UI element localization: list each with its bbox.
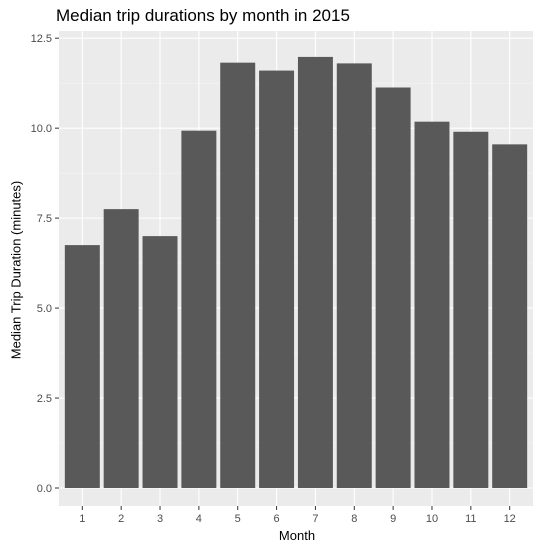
bar <box>220 62 256 489</box>
y-axis: 0.0 2.5 5.0 7.5 10.0 12.5 <box>31 33 59 495</box>
y-tick-label: 0.0 <box>37 483 52 495</box>
x-tick-label: 1 <box>79 513 85 525</box>
y-tick-label: 2.5 <box>37 393 52 405</box>
bar <box>375 87 411 489</box>
bar <box>297 56 333 489</box>
x-tick-label: 6 <box>274 513 280 525</box>
bar <box>142 236 178 489</box>
x-tick-label: 2 <box>118 513 124 525</box>
x-axis: 1 2 3 4 5 6 7 8 9 10 11 12 <box>79 506 516 525</box>
x-tick-label: 3 <box>157 513 163 525</box>
bars <box>64 56 528 489</box>
x-tick-label: 5 <box>235 513 241 525</box>
bar <box>414 121 450 489</box>
bar <box>453 131 489 489</box>
x-tick-label: 12 <box>504 513 516 525</box>
bar <box>492 144 528 489</box>
bar <box>103 209 139 489</box>
bar <box>336 63 372 489</box>
x-tick-label: 4 <box>196 513 202 525</box>
x-tick-label: 9 <box>390 513 396 525</box>
x-tick-label: 10 <box>426 513 438 525</box>
bar <box>259 70 295 489</box>
y-tick-label: 12.5 <box>31 33 52 45</box>
x-tick-label: 7 <box>312 513 318 525</box>
bar <box>181 130 217 489</box>
chart-title: Median trip durations by month in 2015 <box>56 6 350 25</box>
y-tick-label: 7.5 <box>37 213 52 225</box>
x-tick-label: 11 <box>465 513 476 525</box>
bar <box>64 245 100 489</box>
x-tick-label: 8 <box>351 513 357 525</box>
x-axis-label: Month <box>278 528 316 543</box>
y-tick-label: 5.0 <box>37 303 52 315</box>
y-tick-label: 10.0 <box>31 123 52 135</box>
